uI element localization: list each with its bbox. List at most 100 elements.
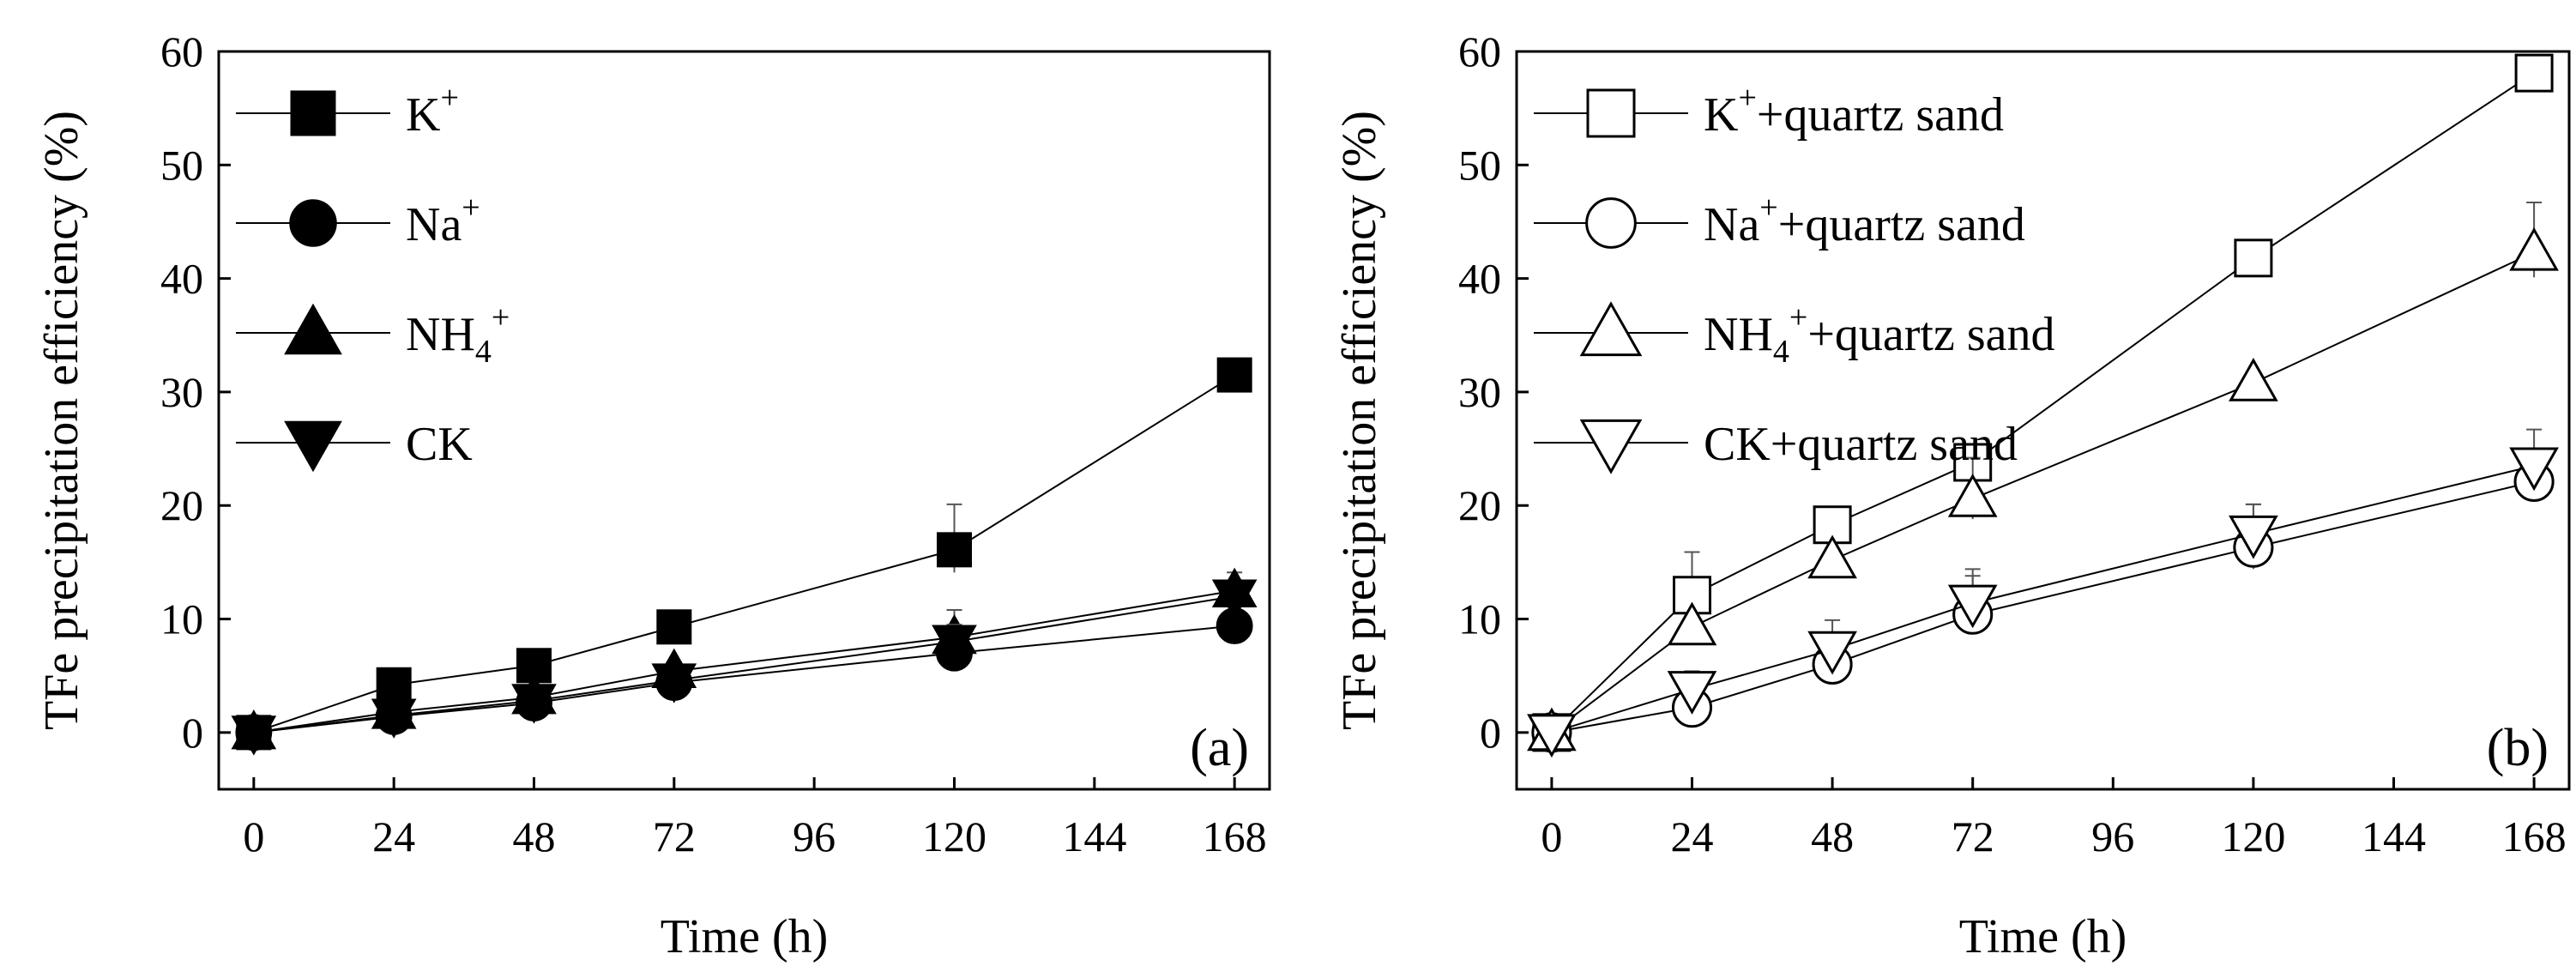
x-tick-label-96: 96 (2091, 812, 2134, 860)
legend-b: K++quartz sand Na++quartz sand NH4++quartz… (1534, 80, 2054, 474)
legend-item-nh4-quartz-sand: NH4++quartz sand (1534, 299, 2054, 370)
legend-marker-triangle-up (284, 303, 342, 355)
series-k-quartz-sand (1532, 53, 2554, 752)
y-tick-label-40: 40 (160, 255, 203, 303)
legend-marker-circle (289, 199, 337, 247)
axis-layer-b: 0 24 48 72 96 120 144 168 0 10 20 30 40 50 60 (1458, 27, 2567, 860)
axis-layer-a: 0 24 48 72 96 120 144 168 0 10 20 30 40 50 60 (160, 27, 1267, 860)
legend-marker-triangle-down (284, 420, 342, 473)
data-point (1211, 579, 1258, 619)
data-point (1667, 601, 1717, 646)
data-point (2234, 238, 2273, 278)
legend-marker-triangle-up (1579, 301, 1643, 357)
plot-frame-a (217, 50, 1271, 791)
data-point (932, 625, 977, 665)
legend-a: K+ Na+ NH4+ CK (236, 80, 510, 473)
x-tick-label-24: 24 (372, 812, 415, 860)
panel-a: 0 24 48 72 96 120 144 168 0 10 20 30 40 50 60 K+ Na+ NH4… (35, 27, 1271, 963)
x-tick-label-24: 24 (1671, 812, 1714, 860)
legend-item-k: K+ (236, 80, 459, 142)
legend-label: Na++quartz sand (1704, 190, 2025, 251)
data-point (651, 663, 697, 703)
series-line-ck-quartz-sand (1551, 464, 2535, 734)
data-point (656, 609, 692, 645)
x-tick-label-48: 48 (513, 812, 556, 860)
series-line-na (253, 625, 1235, 734)
y-tick-label-10: 10 (160, 595, 203, 643)
x-tick-label-144: 144 (1062, 812, 1126, 860)
legend-marker-square (1586, 88, 1636, 138)
legend-label: K++quartz sand (1704, 80, 2004, 142)
data-point (1807, 631, 1857, 675)
data-point (371, 698, 417, 739)
y-tick-label-0: 0 (1480, 709, 1501, 757)
y-tick-label-50: 50 (1458, 141, 1501, 189)
x-tick-label-144: 144 (2362, 812, 2426, 860)
x-tick-label-168: 168 (1203, 812, 1267, 860)
series-line-na-quartz-sand (1551, 480, 2535, 734)
y-tick-label-40: 40 (1458, 255, 1501, 303)
data-point (1667, 671, 1717, 715)
legend-marker-circle (1585, 197, 1637, 249)
x-tick-label-72: 72 (1952, 812, 1994, 860)
series-ck (231, 579, 1258, 756)
x-axis-title-a: Time (h) (661, 910, 829, 963)
legend-label: NH4+ (406, 299, 510, 370)
y-axis-title-b: TFe precipitation efficiency (%) (1333, 111, 1386, 730)
y-axis-title-a: TFe precipitation efficiency (%) (35, 111, 88, 730)
data-point (2514, 53, 2554, 93)
data-point (1527, 714, 1577, 758)
legend-item-k-quartz-sand: K++quartz sand (1534, 80, 2004, 142)
data-point (2229, 358, 2278, 401)
series-ck-quartz-sand (1527, 428, 2559, 758)
data-point (2229, 515, 2278, 559)
y-tick-label-60: 60 (160, 27, 203, 75)
legend-label: CK+quartz sand (1704, 418, 2018, 471)
series-layer-a (231, 357, 1258, 756)
panel-label-a: (a) (1190, 719, 1249, 777)
series-line-k-quartz-sand (1551, 72, 2535, 734)
plot-frame-b (1515, 50, 2571, 791)
data-point (1947, 474, 1998, 517)
data-point (231, 715, 277, 756)
x-tick-label-168: 168 (2502, 812, 2567, 860)
data-point (1216, 357, 1252, 393)
data-point (2509, 226, 2559, 271)
data-point (937, 532, 972, 568)
legend-label: K+ (406, 80, 459, 142)
series-line-nh4 (253, 589, 1235, 734)
x-tick-label-96: 96 (793, 812, 836, 860)
legend-marker-triangle-down (1579, 419, 1643, 474)
data-point (1807, 534, 1857, 579)
x-tick-label-120: 120 (922, 812, 986, 860)
series-nh4-quartz-sand (1527, 201, 2559, 752)
y-tick-label-20: 20 (160, 481, 203, 529)
legend-item-na-quartz-sand: Na++quartz sand (1534, 190, 2025, 251)
x-tick-label-0: 0 (1541, 812, 1562, 860)
legend-label: CK (406, 418, 473, 471)
legend-item-ck: CK (236, 418, 473, 473)
data-point (511, 684, 557, 724)
legend-item-na: Na+ (236, 190, 480, 251)
x-axis-title-b: Time (h) (1959, 910, 2127, 963)
x-tick-label-48: 48 (1811, 812, 1854, 860)
x-tick-label-120: 120 (2221, 812, 2285, 860)
series-layer-b (1527, 53, 2559, 758)
series-line-k (253, 374, 1235, 734)
x-tick-label-0: 0 (243, 812, 264, 860)
y-tick-label-0: 0 (182, 709, 203, 757)
series-k (236, 357, 1252, 751)
panel-b: 0 24 48 72 96 120 144 168 0 10 20 30 40 50 60 K++quart… (1333, 27, 2571, 963)
y-tick-label-30: 30 (1458, 368, 1501, 416)
y-tick-label-30: 30 (160, 368, 203, 416)
y-tick-label-50: 50 (160, 141, 203, 189)
y-tick-label-20: 20 (1458, 481, 1501, 529)
y-tick-label-10: 10 (1458, 595, 1501, 643)
legend-label: Na+ (406, 190, 480, 251)
data-point (2509, 447, 2559, 492)
series-line-ck (253, 595, 1235, 734)
legend-marker-square (290, 90, 336, 136)
legend-item-nh4: NH4+ (236, 299, 510, 370)
x-tick-label-72: 72 (653, 812, 696, 860)
